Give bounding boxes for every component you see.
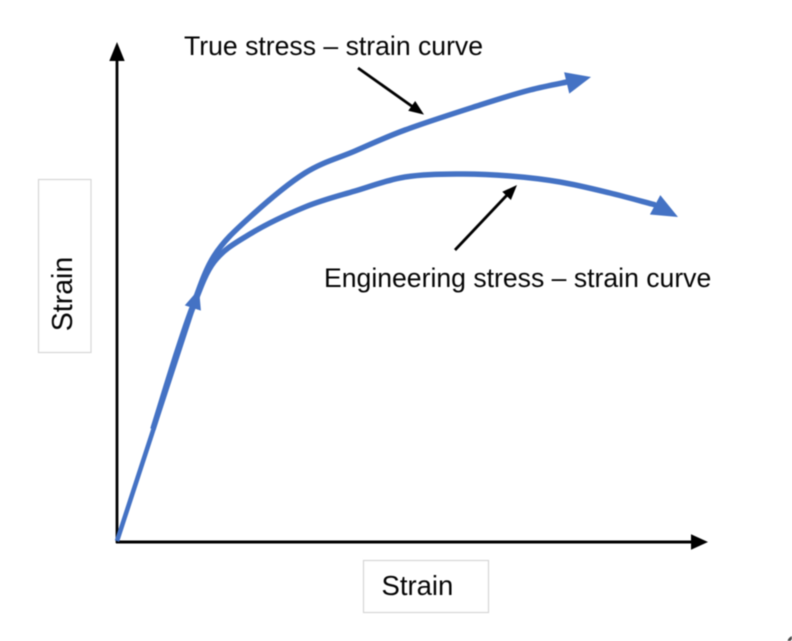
svg-text:Strain: Strain xyxy=(47,257,79,331)
svg-text:True stress – strain curve: True stress – strain curve xyxy=(184,31,483,61)
svg-text:Strain: Strain xyxy=(382,570,454,601)
svg-text:Engineering stress – strain cu: Engineering stress – strain curve xyxy=(324,263,711,293)
